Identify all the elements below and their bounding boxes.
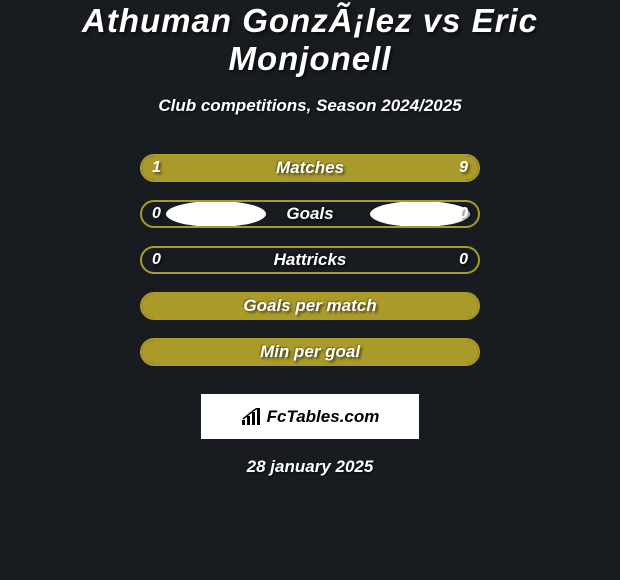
comparison-infographic: Athuman GonzÃ¡lez vs Eric Monjonell Club… <box>0 0 620 477</box>
subtitle: Club competitions, Season 2024/2025 <box>158 96 461 116</box>
stat-label: Min per goal <box>142 342 478 362</box>
chart-icon <box>241 408 263 426</box>
logo-box: FcTables.com <box>201 394 419 439</box>
stat-row: 0Goals0 <box>140 200 480 228</box>
stat-bar: 0Hattricks0 <box>140 246 480 274</box>
stat-bar: 0Goals0 <box>140 200 480 228</box>
stat-label: Goals per match <box>142 296 478 316</box>
stat-row: Min per goal <box>140 338 480 366</box>
logo-label: FcTables.com <box>267 407 380 427</box>
stat-right-value: 0 <box>459 251 468 269</box>
stat-bar: Goals per match <box>140 292 480 320</box>
stat-rows: 1Matches90Goals00Hattricks0Goals per mat… <box>140 154 480 384</box>
stat-label: Matches <box>142 158 478 178</box>
stat-bar: Min per goal <box>140 338 480 366</box>
stat-row: 0Hattricks0 <box>140 246 480 274</box>
stat-row: 1Matches9 <box>140 154 480 182</box>
stat-right-value: 0 <box>459 205 468 223</box>
date-label: 28 january 2025 <box>247 457 374 477</box>
stat-right-value: 9 <box>459 159 468 177</box>
stat-bar: 1Matches9 <box>140 154 480 182</box>
stat-label: Goals <box>142 204 478 224</box>
page-title: Athuman GonzÃ¡lez vs Eric Monjonell <box>0 2 620 78</box>
logo-text: FcTables.com <box>241 407 380 427</box>
stat-row: Goals per match <box>140 292 480 320</box>
stat-label: Hattricks <box>142 250 478 270</box>
